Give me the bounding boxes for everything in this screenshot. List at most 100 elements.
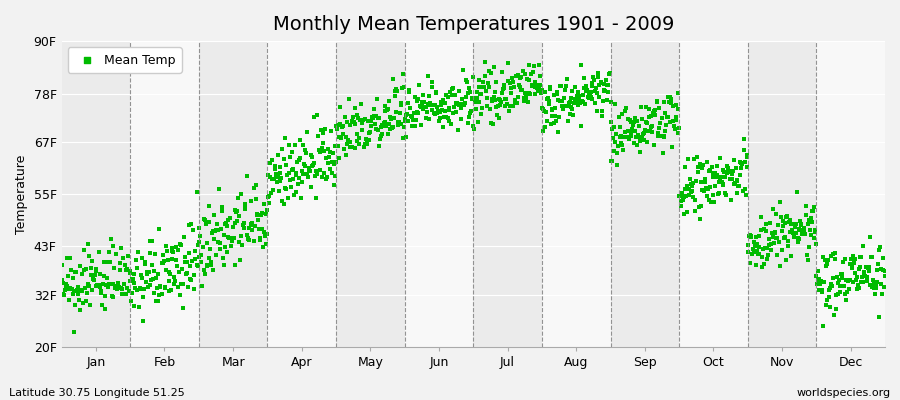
Point [441,115,455,122]
Point [520,76,535,82]
Point [592,94,607,100]
Point [108,251,122,258]
Point [310,170,324,177]
Point [684,181,698,187]
Point [383,126,398,132]
Point [748,243,762,250]
Point [136,294,150,300]
Point [815,286,830,293]
Point [232,213,247,219]
Point [167,273,182,280]
Point [97,273,112,279]
Point [809,272,824,279]
Point [735,188,750,194]
Point [568,84,582,90]
Point [148,298,163,304]
Point [415,100,429,106]
Point [57,292,71,298]
Point [334,135,348,141]
Point [400,134,414,140]
Point [536,108,551,114]
Point [854,278,868,285]
Point [158,242,173,249]
Point [802,244,816,250]
Point [793,226,807,233]
Point [404,113,419,119]
Point [665,144,680,151]
Point [121,285,135,291]
Point [350,112,365,118]
Point [775,228,789,234]
Point [352,135,366,141]
Point [651,133,665,139]
Point [472,76,486,83]
Point [434,102,448,108]
Point [207,236,221,242]
Point [510,73,525,80]
Point [868,285,883,291]
Point [214,204,229,210]
Point [527,90,542,97]
Point [819,263,833,270]
Point [564,104,579,110]
Point [454,116,468,122]
Point [297,161,311,167]
Point [111,280,125,286]
Point [103,258,117,265]
Y-axis label: Temperature: Temperature [15,154,28,234]
Point [202,254,216,261]
Point [752,244,766,250]
Text: worldspecies.org: worldspecies.org [796,388,891,398]
Point [530,83,544,90]
Point [820,261,834,267]
Point [126,303,140,309]
Point [483,70,498,76]
Point [764,230,778,237]
Point [695,187,709,194]
Point [360,118,374,124]
Point [143,238,157,244]
Point [113,266,128,273]
Point [316,130,330,136]
Point [68,302,82,308]
Point [807,204,822,210]
Point [834,271,849,278]
Point [860,278,874,284]
Point [614,140,628,146]
Point [362,137,376,144]
Point [146,276,160,282]
Point [782,229,796,235]
Point [732,182,746,189]
Point [253,237,267,243]
Point [211,238,225,245]
Point [392,110,407,116]
Point [636,131,651,137]
Bar [130,41,199,347]
Point [773,262,788,269]
Point [304,152,319,158]
Point [71,290,86,297]
Point [233,257,248,264]
Point [101,284,115,290]
Point [295,179,310,185]
Point [458,100,473,106]
Point [55,262,69,268]
Point [573,100,588,106]
Point [372,115,386,122]
Point [336,123,350,130]
Point [398,116,412,122]
Point [148,275,163,282]
Point [133,285,148,291]
Point [168,278,183,284]
Point [807,229,822,235]
Point [659,122,673,128]
Point [231,195,246,201]
Point [769,234,783,241]
Point [446,110,460,116]
Point [226,224,240,230]
Point [242,225,256,232]
Point [153,283,167,290]
Point [381,106,395,112]
Point [108,284,122,291]
Point [202,203,216,209]
